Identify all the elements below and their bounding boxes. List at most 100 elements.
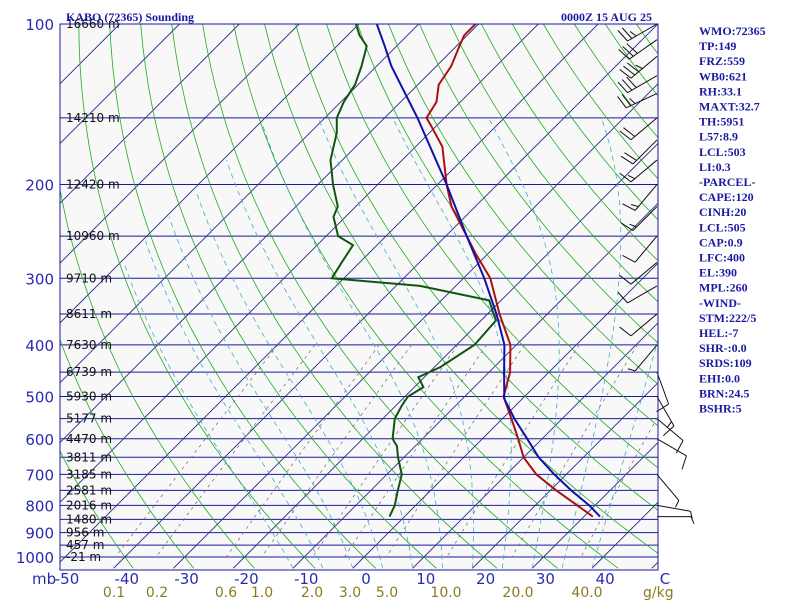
wind-barb-flag: [619, 172, 632, 183]
wind-barb-flag: [626, 76, 637, 88]
moist-adiabat-line: [488, 117, 560, 569]
isotherm-line: [60, 24, 479, 444]
wind-barb-staff: [630, 261, 658, 285]
wind-barb: [619, 117, 658, 141]
mixing-ratio-line: [511, 344, 638, 558]
wind-barb: [619, 55, 658, 79]
wind-barb-flag: [621, 27, 633, 39]
isotherm-line: [60, 24, 300, 264]
height-label: 8611 m: [66, 307, 112, 321]
wind-barb-flag: [621, 79, 633, 91]
height-label: 1480 m: [66, 512, 112, 526]
mixing-ratio-label: 10.0: [430, 585, 461, 600]
temp-tick-label: -10: [294, 570, 319, 588]
moist-adiabat-line: [591, 338, 658, 569]
stat-line: STM:222/5: [699, 311, 756, 325]
dewpoint-line: [329, 24, 498, 518]
wind-barb-staff: [625, 93, 658, 109]
wind-barb: [622, 235, 658, 263]
stat-line: LFC:400: [699, 251, 745, 265]
dry-adiabat-line: [60, 187, 255, 569]
wind-barb-flag: [617, 291, 628, 304]
wind-barb-staff: [627, 75, 658, 94]
dry-adiabat-line: [233, 24, 619, 569]
stat-line: BSHR:5: [699, 402, 742, 416]
pressure-tick-label: 300: [25, 270, 54, 288]
pressure-tick-label: 700: [25, 466, 54, 484]
stat-line: CINH:20: [699, 205, 746, 219]
wind-barb-staff: [630, 313, 658, 337]
wind-barb-flag: [623, 65, 636, 76]
isotherm-line: [173, 83, 658, 569]
height-label: 5177 m: [66, 412, 112, 426]
dry-adiabat-line: [419, 24, 658, 344]
dry-adiabat-line: [357, 24, 658, 427]
wind-barb: [618, 39, 658, 60]
wind-barb: [617, 23, 658, 42]
moist-adiabat-line: [145, 240, 324, 569]
stat-line: TH:5951: [699, 115, 744, 129]
stat-line: L57:8.9: [699, 130, 738, 144]
temp-tick-label: 10: [416, 570, 435, 588]
stat-line: HEL:-7: [699, 326, 738, 340]
height-label: 4470 m: [66, 432, 112, 446]
height-label: 457 m: [66, 538, 104, 552]
wind-barb-flag: [620, 222, 634, 231]
wind-barb-flag: [656, 403, 669, 413]
wind-barb-flag: [626, 43, 638, 54]
mixing-ratio-label: 20.0: [502, 585, 533, 600]
moist-adiabat-line: [123, 262, 294, 569]
wind-barb-staff: [634, 344, 658, 372]
stat-line: LCL:503: [699, 145, 746, 159]
height-label: 956 m: [66, 526, 104, 540]
dry-adiabat-line: [171, 24, 498, 569]
wind-barb-flag: [629, 223, 637, 228]
wind-barb-flag: [617, 81, 628, 93]
wind-barb: [617, 285, 658, 304]
pressure-tick-label: 900: [25, 525, 54, 543]
wind-barb: [627, 344, 658, 372]
temp-tick-label: C: [660, 570, 670, 588]
pressure-tick-label: 600: [25, 431, 54, 449]
mixing-ratio-line: [385, 344, 525, 558]
wind-barb-flag: [690, 516, 695, 524]
wind-barb-flag: [622, 46, 634, 57]
dry-adiabat-line: [388, 24, 658, 385]
wind-barb-flag: [689, 511, 693, 519]
wind-barb-flag: [617, 30, 628, 42]
pressure-tick-label: 400: [25, 337, 54, 355]
height-label: 12420 m: [66, 177, 120, 191]
wind-barb: [620, 206, 658, 231]
wind-barb-flag: [663, 425, 675, 436]
dry-adiabat-line: [326, 24, 658, 469]
isotherm-line: [412, 322, 658, 569]
mixing-ratio-line: [261, 344, 412, 558]
mixing-ratio-unit: g/kg: [643, 585, 674, 600]
isotherm-line: [232, 142, 658, 569]
mixing-ratio-line: [344, 344, 487, 558]
height-label: 9710 m: [66, 271, 112, 285]
temp-tick-label: 40: [596, 570, 615, 588]
wind-barb-flag: [629, 98, 636, 104]
stat-line: LI:0.3: [699, 160, 731, 174]
wind-barb-flag: [666, 421, 672, 429]
stat-line: RH:33.1: [699, 84, 742, 98]
wind-barb: [657, 516, 695, 524]
wind-barb-staff: [630, 55, 658, 79]
dry-adiabat-line: [295, 24, 658, 511]
temp-tick-label: -50: [55, 570, 80, 588]
wind-barb-staff: [656, 396, 675, 427]
mixing-ratio-label: 0.6: [215, 585, 237, 600]
wind-barb: [656, 371, 670, 413]
stat-line: LCL:505: [699, 220, 746, 234]
stat-line: EHI:0.0: [699, 371, 740, 385]
height-label: 5930 m: [66, 390, 112, 404]
wind-barb-staff: [656, 438, 687, 457]
stat-line: SRDS:109: [699, 356, 752, 370]
temperature-line: [425, 24, 594, 518]
mixing-ratio-label: 5.0: [376, 585, 398, 600]
wind-barb-flag: [618, 49, 630, 60]
pressure-unit-label: mb: [32, 570, 56, 588]
height-label: 2016 m: [66, 498, 112, 512]
wind-barb: [656, 396, 675, 436]
